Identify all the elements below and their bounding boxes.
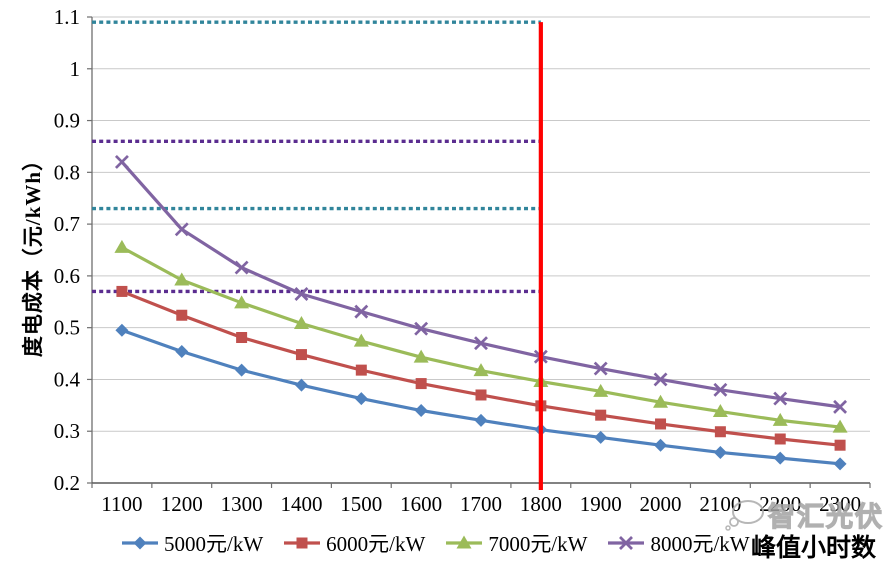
x-tick-label: 1800: [520, 492, 562, 516]
x-tick-labels: 1100 1200 1300 1400 1500 1600 1700 1800 1900 2000…: [101, 492, 861, 516]
x-tick-label: 2300: [819, 492, 861, 516]
reference-lines: [92, 20, 541, 294]
y-tick-labels: 0.2 0.3 0.4 0.5 0.6 0.7 0.8 0.9 1 1.1: [54, 5, 81, 495]
line-square-marker-icon: [284, 537, 321, 549]
y-tick-label: 0.5: [54, 316, 80, 340]
y-tick-label: 1: [70, 57, 81, 81]
x-tick-label: 1200: [161, 492, 203, 516]
y-tick-label: 1.1: [54, 5, 80, 29]
legend-label: 8000元/kW: [650, 532, 750, 556]
axes: [87, 16, 871, 488]
series-0-diamond: [115, 323, 847, 471]
x-tick-label: 1400: [280, 492, 322, 516]
series-3-x: [114, 155, 848, 414]
x-tick-label: 2200: [759, 492, 801, 516]
y-axis-title: 度电成本（元/kWh）: [21, 148, 45, 358]
legend-item-5000: 5000元/kW: [121, 528, 263, 558]
legend-label: 7000元/kW: [488, 532, 588, 556]
x-tick-label: 1900: [580, 492, 622, 516]
x-axis-title: 峰值小时数: [751, 535, 877, 562]
line-x-marker-icon: [608, 536, 645, 550]
y-tick-label: 0.9: [54, 109, 80, 133]
series-2-triangle: [114, 239, 848, 433]
x-tick-label: 1500: [340, 492, 382, 516]
x-tick-label: 1600: [400, 492, 442, 516]
x-tick-label: 2100: [699, 492, 741, 516]
legend-item-8000: 8000元/kW: [607, 528, 750, 558]
y-tick-label: 0.2: [54, 471, 80, 495]
x-tick-label: 1700: [460, 492, 502, 516]
x-tick-label: 2000: [640, 492, 682, 516]
legend-item-7000: 7000元/kW: [445, 528, 587, 558]
y-tick-label: 0.4: [54, 367, 81, 391]
y-tick-label: 0.6: [54, 264, 80, 288]
legend-label: 6000元/kW: [326, 532, 426, 556]
x-tick-label: 1300: [221, 492, 263, 516]
legend: 5000元/kW 6000元/kW 7000元/kW 8000元/kW: [121, 528, 750, 558]
x-tick-label: 1100: [101, 492, 142, 516]
y-tick-label: 0.8: [54, 160, 80, 184]
line-diamond-marker-icon: [122, 536, 158, 550]
y-tick-label: 0.7: [54, 212, 80, 236]
line-triangle-marker-icon: [446, 535, 483, 549]
y-tick-label: 0.3: [54, 419, 80, 443]
gridlines: [92, 16, 870, 484]
legend-label: 5000元/kW: [164, 532, 264, 556]
legend-item-6000: 6000元/kW: [283, 528, 425, 558]
